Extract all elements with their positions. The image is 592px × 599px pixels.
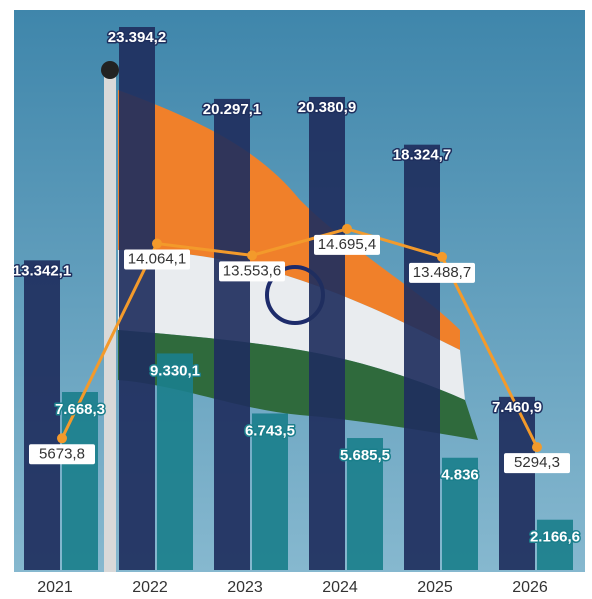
- bar: [214, 98, 250, 571]
- value-label: 13.553,6: [223, 262, 281, 279]
- value-label: 14.695,4: [318, 236, 376, 253]
- x-tick-label: 2021: [37, 579, 73, 596]
- x-tick-label: 2025: [417, 579, 453, 596]
- value-label: 20.297,1: [203, 101, 261, 118]
- label-box: [314, 234, 380, 255]
- bar: [442, 457, 478, 570]
- value-label: 13.488,7: [413, 264, 471, 281]
- value-label: 13.342,1: [13, 262, 71, 279]
- value-label: 5.685,5: [340, 447, 390, 464]
- value-label: 4.836: [441, 467, 479, 484]
- value-label: 23.394,2: [108, 29, 166, 46]
- line: [60, 227, 539, 448]
- x-tick-label: 2023: [227, 579, 263, 596]
- line-point: [437, 251, 447, 262]
- label-box: [124, 249, 190, 270]
- value-label: 9.330,1: [150, 362, 200, 379]
- line-point: [532, 442, 542, 453]
- line-point: [342, 223, 352, 234]
- bar: [119, 27, 155, 570]
- line-point: [247, 250, 257, 261]
- x-tick-label: 2024: [322, 579, 358, 596]
- bar: [347, 438, 383, 570]
- bar: [309, 96, 345, 570]
- line-point: [152, 238, 162, 249]
- value-label: 14.064,1: [128, 251, 186, 268]
- label-box: [29, 444, 95, 465]
- bar: [252, 413, 288, 570]
- value-label: 18.324,7: [393, 147, 451, 164]
- bar: [404, 144, 440, 571]
- bar: [157, 353, 193, 570]
- value-label: 7.668,3: [55, 401, 105, 418]
- line-point: [57, 433, 67, 444]
- x-tick-label: 2022: [132, 579, 168, 596]
- label-box: [409, 262, 475, 283]
- bar: [537, 519, 573, 570]
- background: [14, 10, 585, 572]
- value-label: 2.166,6: [530, 529, 580, 546]
- value-label: 6.743,5: [245, 422, 295, 439]
- plot: 13.342,1 23.394,2 20.297,1 20.380,9 18.324,7…: [13, 27, 582, 571]
- label-box: [504, 453, 570, 474]
- bar: [24, 260, 60, 570]
- value-label: 20.380,9: [298, 99, 356, 116]
- value-label: 5673,8: [39, 445, 85, 462]
- bar: [62, 392, 98, 570]
- label-box: [219, 261, 285, 282]
- x-tick-label: 2026: [512, 579, 548, 596]
- value-label: 5294,3: [514, 454, 560, 471]
- bar: [499, 396, 535, 570]
- value-label: 7.460,9: [492, 399, 542, 416]
